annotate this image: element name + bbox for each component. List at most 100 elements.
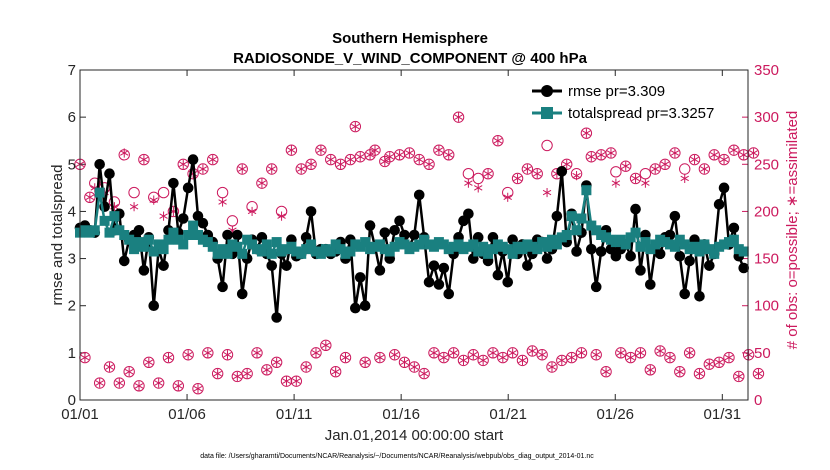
obs-possible-point — [216, 186, 229, 199]
rmse-point — [281, 260, 292, 271]
obs-assimilated-point — [542, 187, 552, 198]
spread-point — [232, 241, 243, 252]
rmse-point — [645, 279, 656, 290]
obs-assimilated-point — [680, 173, 689, 184]
spread-point — [640, 237, 651, 248]
obs-possible-point — [718, 153, 730, 166]
obs-possible-point — [575, 347, 588, 359]
obs-possible-point — [546, 361, 558, 373]
spread-point — [138, 241, 149, 252]
obs-possible-point — [310, 347, 322, 359]
obs-assimilated-point — [636, 348, 645, 358]
rmse-point — [168, 177, 179, 189]
rmse-point — [556, 166, 568, 177]
rmse-point — [138, 265, 150, 276]
obs-assimilated-point — [326, 154, 335, 165]
obs-possible-point — [339, 351, 352, 364]
obs-assimilated-point — [709, 150, 719, 160]
y-right-tick-label: 50 — [754, 345, 771, 362]
rmse-point — [133, 224, 145, 236]
y-right-tick-label: 200 — [754, 203, 779, 220]
obs-assimilated-point — [562, 159, 571, 169]
rmse-point — [630, 203, 641, 215]
rmse-point — [595, 246, 607, 257]
obs-assimilated-point — [705, 359, 714, 369]
y-left-tick-labels: 0 1 2 3 4 5 6 7 — [68, 62, 76, 409]
spread-point — [261, 239, 272, 250]
rmse-point — [654, 248, 666, 260]
obs-assimilated-point — [395, 150, 404, 160]
obs-possible-point — [261, 364, 273, 376]
obs-possible-point — [610, 166, 622, 178]
spread-point — [188, 220, 199, 231]
rmse-point — [571, 246, 582, 257]
obs-possible-point — [270, 356, 283, 368]
obs-possible-point — [693, 367, 706, 380]
obs-possible-point — [452, 111, 465, 123]
obs-assimilated-point — [557, 355, 567, 365]
rmse-point — [177, 213, 189, 224]
obs-assimilated-point — [719, 154, 729, 165]
spread-point — [89, 225, 100, 236]
obs-possible-point — [506, 347, 519, 359]
obs-possible-point — [285, 144, 298, 156]
obs-possible-point — [226, 215, 239, 227]
obs-assimilated-point — [454, 112, 463, 122]
spread-point — [325, 246, 336, 257]
obs-possible-point — [349, 120, 362, 133]
y-left-tick-label: 7 — [68, 62, 76, 79]
rmse-point — [541, 253, 553, 264]
spread-point — [345, 246, 356, 257]
obs-possible-point — [669, 147, 681, 159]
rmse-point — [364, 220, 376, 231]
chart-title-line2: RADIOSONDE_V_WIND_COMPONENT @ 400 hPa — [233, 50, 588, 67]
obs-assimilated-point — [690, 154, 699, 165]
obs-assimilated-point — [419, 369, 429, 379]
spread-point — [143, 234, 154, 245]
spread-point — [620, 239, 631, 250]
rmse-point — [118, 255, 130, 267]
obs-assimilated-point — [734, 371, 744, 382]
obs-assimilated-point — [444, 150, 453, 160]
obs-possible-point — [536, 349, 548, 361]
obs-assimilated-point — [700, 164, 709, 174]
obs-possible-point — [388, 349, 401, 361]
rmse-point — [266, 260, 278, 271]
obs-assimilated-point — [424, 159, 434, 169]
spread-point — [709, 248, 720, 259]
obs-assimilated-point — [744, 350, 753, 360]
obs-assimilated-point — [641, 178, 650, 188]
obs-assimilated-point — [159, 211, 168, 221]
obs-possible-point — [359, 356, 371, 368]
obs-assimilated-point — [203, 348, 213, 358]
obs-assimilated-point — [631, 173, 640, 184]
obs-assimilated-point — [478, 355, 488, 365]
spread-point — [566, 211, 577, 222]
x-tick-label: 01/16 — [382, 406, 420, 423]
spread-point — [163, 234, 174, 245]
obs-assimilated-point — [356, 152, 365, 162]
rmse-point — [669, 210, 681, 222]
rmse-point — [704, 260, 715, 271]
obs-assimilated-point — [282, 376, 291, 386]
obs-assimilated-point — [646, 365, 655, 375]
obs-possible-point — [482, 168, 494, 180]
obs-assimilated-point — [252, 348, 262, 358]
obs-assimilated-point — [267, 164, 276, 174]
obs-possible-point — [428, 347, 440, 359]
spread-series-layer — [75, 185, 749, 259]
obs-assimilated-point — [375, 352, 385, 363]
obs-possible-point — [516, 354, 529, 367]
rmse-point — [359, 300, 371, 312]
obs-assimilated-point — [174, 381, 183, 391]
spread-point — [532, 244, 543, 255]
rmse-point — [236, 288, 248, 300]
obs-possible-point — [221, 349, 234, 361]
obs-assimilated-point — [611, 178, 621, 188]
rmse-point — [625, 250, 636, 262]
spread-point — [222, 248, 233, 259]
obs-assimilated-point — [292, 376, 301, 386]
obs-possible-point — [295, 163, 307, 175]
legend-rmse-marker — [541, 85, 553, 97]
